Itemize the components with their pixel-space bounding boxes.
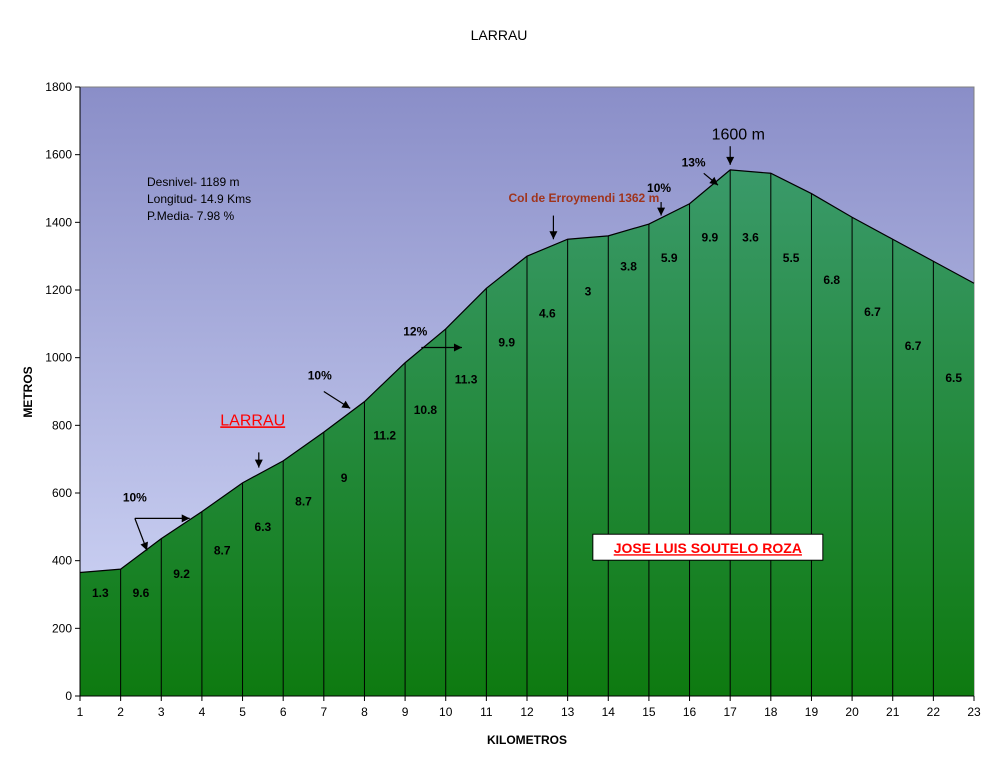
segment-grade-label: 3.6 (742, 231, 759, 245)
arrows (134, 146, 735, 551)
segment-grade-label: 9 (341, 471, 348, 485)
x-tick-label: 7 (320, 705, 327, 719)
y-tick-label: 1600 (45, 148, 72, 162)
arrow-head (254, 459, 263, 468)
y-tick-label: 200 (52, 621, 72, 635)
segment-grade-label: 6.8 (823, 273, 840, 287)
segment-grade-label: 8.7 (214, 544, 231, 558)
segment-grade-label: 3 (585, 285, 592, 299)
arrow-head (549, 231, 558, 240)
x-tick-label: 8 (361, 705, 368, 719)
y-tick-label: 400 (52, 554, 72, 568)
annotation-larrau: LARRAU (220, 412, 285, 429)
x-tick-label: 23 (967, 705, 981, 719)
arrow-head (181, 514, 190, 523)
x-tick-label: 15 (642, 705, 656, 719)
segment-grade-label: 4.6 (539, 307, 556, 321)
y-axis-label: METROS (21, 366, 35, 417)
area-layer (79, 169, 975, 696)
x-tick-label: 9 (402, 705, 409, 719)
x-tick-label: 6 (280, 705, 287, 719)
segment-grade-label: 3.8 (620, 259, 637, 273)
y-tick-label: 0 (65, 689, 72, 703)
segment-grade-label: 5.5 (783, 251, 800, 265)
segment-grade-label: 5.9 (661, 251, 678, 265)
x-tick-label: 11 (480, 705, 493, 719)
x-tick-label: 1 (77, 705, 84, 719)
author-label: JOSE LUIS SOUTELO ROZA (614, 540, 802, 556)
x-tick-label: 5 (239, 705, 246, 719)
x-tick-label: 20 (845, 705, 859, 719)
segment-grade-label: 11.2 (373, 428, 396, 442)
stats-box: Desnivel- 1189 m Longitud- 14.9 Kms P.Me… (147, 175, 251, 223)
arrow-head (453, 343, 462, 352)
arrow-head (726, 156, 735, 165)
arrow-head (657, 207, 666, 216)
x-axis-label: KILOMETROS (487, 733, 567, 747)
segment-grade-label: 6.3 (255, 520, 272, 534)
segment-grade-label: 6.7 (864, 305, 881, 319)
segment-grade-label: 6.7 (905, 339, 922, 353)
segment-grade-label: 9.9 (702, 231, 719, 245)
x-tick-label: 4 (199, 705, 206, 719)
x-tick-label: 19 (805, 705, 819, 719)
x-tick-label: 18 (764, 705, 778, 719)
annotation-col-erroymendi: Col de Erroymendi 1362 m (509, 191, 660, 205)
stat-longitud: Longitud- 14.9 Kms (147, 192, 251, 206)
x-tick-label: 14 (602, 705, 616, 719)
x-tick-label: 16 (683, 705, 697, 719)
annotation-grade-10-b: 10% (308, 369, 332, 383)
arrow-head (709, 176, 718, 186)
chart-title: LARRAU (471, 27, 528, 43)
x-tick-label: 22 (927, 705, 941, 719)
segment-grade-label: 1.3 (92, 586, 109, 600)
segment-grade-label: 10.8 (414, 403, 438, 417)
annotation-grade-10-c: 10% (647, 181, 671, 195)
x-tick-label: 21 (886, 705, 900, 719)
x-tick-label: 17 (724, 705, 738, 719)
x-tick-label: 10 (439, 705, 453, 719)
y-tick-label: 1200 (45, 283, 72, 297)
y-tick-label: 1000 (45, 351, 72, 365)
annotation-grade-12: 12% (403, 325, 427, 339)
x-tick-label: 13 (561, 705, 575, 719)
annotation-grade-10-a: 10% (123, 490, 147, 504)
author-box (592, 533, 824, 561)
arrow-head (341, 400, 351, 409)
segment-grade-labels: 1.3 9.6 9.2 8.7 6.3 8.7 9 11.2 10.8 11.3 9.9 4.6 3 3.… (92, 231, 962, 600)
x-tick-label: 2 (117, 705, 124, 719)
annotation-grade-13: 13% (682, 156, 706, 170)
segment-grade-label: 8.7 (295, 494, 312, 508)
annotation-summit: 1600 m (712, 126, 765, 143)
segment-grade-label: 9.2 (173, 567, 190, 581)
annotations: 10% 10% 12% 10% 13% Col de Erroymendi 13… (123, 126, 824, 561)
stat-desnivel: Desnivel- 1189 m (147, 175, 239, 189)
y-tick-label: 600 (52, 486, 72, 500)
x-tick-label: 3 (158, 705, 165, 719)
segment-grade-label: 6.5 (945, 371, 962, 385)
segment-grade-label: 9.9 (498, 335, 515, 349)
segment-grade-label: 11.3 (455, 373, 478, 387)
y-tick-label: 1400 (45, 215, 72, 229)
elevation-line (79, 169, 975, 574)
y-tick-label: 800 (52, 418, 72, 432)
segment-grade-label: 9.6 (133, 586, 150, 600)
x-tick-label: 12 (520, 705, 534, 719)
y-tick-label: 1800 (45, 80, 72, 94)
stat-pendiente-media: P.Media- 7.98 % (147, 209, 234, 223)
arrow-head (140, 541, 148, 551)
